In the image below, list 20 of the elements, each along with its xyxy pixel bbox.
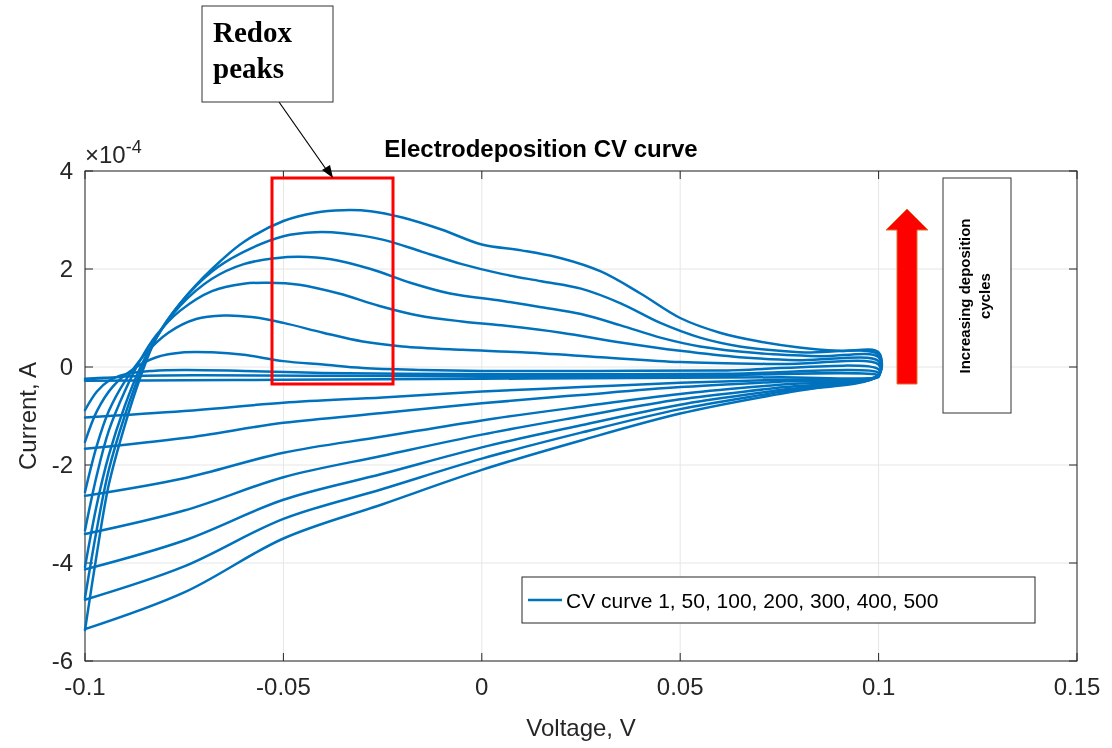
- label-box: Redox peaks: [201, 5, 334, 103]
- y-tick-label: -6: [51, 647, 73, 674]
- annotation: Increasing deposition cycles: [956, 218, 993, 374]
- y-tick-label: -4: [51, 549, 73, 576]
- y-tick-label: 4: [59, 157, 73, 184]
- y-tick-label: -2: [51, 451, 73, 478]
- chart-title: Electrodeposition CV curve: [384, 135, 698, 162]
- x-tick-label: 0.15: [1053, 673, 1101, 700]
- text: ×10$^{-4}$: [85, 137, 142, 168]
- x-tick-label: 0: [475, 673, 489, 700]
- x-tick-label: 0.05: [656, 673, 704, 700]
- x-tick-label: -0.1: [64, 673, 106, 700]
- x-axis-title: Voltage, V: [526, 714, 636, 741]
- y-tick-label: 2: [59, 255, 73, 282]
- y-tick-label: 0: [59, 353, 73, 380]
- x-tick-label: -0.05: [256, 673, 311, 700]
- label-box: Increasing deposition cycles: [942, 177, 1012, 414]
- legend-label: CV curve 1, 50, 100, 200, 300, 400, 500: [566, 589, 939, 612]
- y-axis-title: Current, A: [14, 361, 41, 471]
- x-tick-label: 0.1: [861, 673, 896, 700]
